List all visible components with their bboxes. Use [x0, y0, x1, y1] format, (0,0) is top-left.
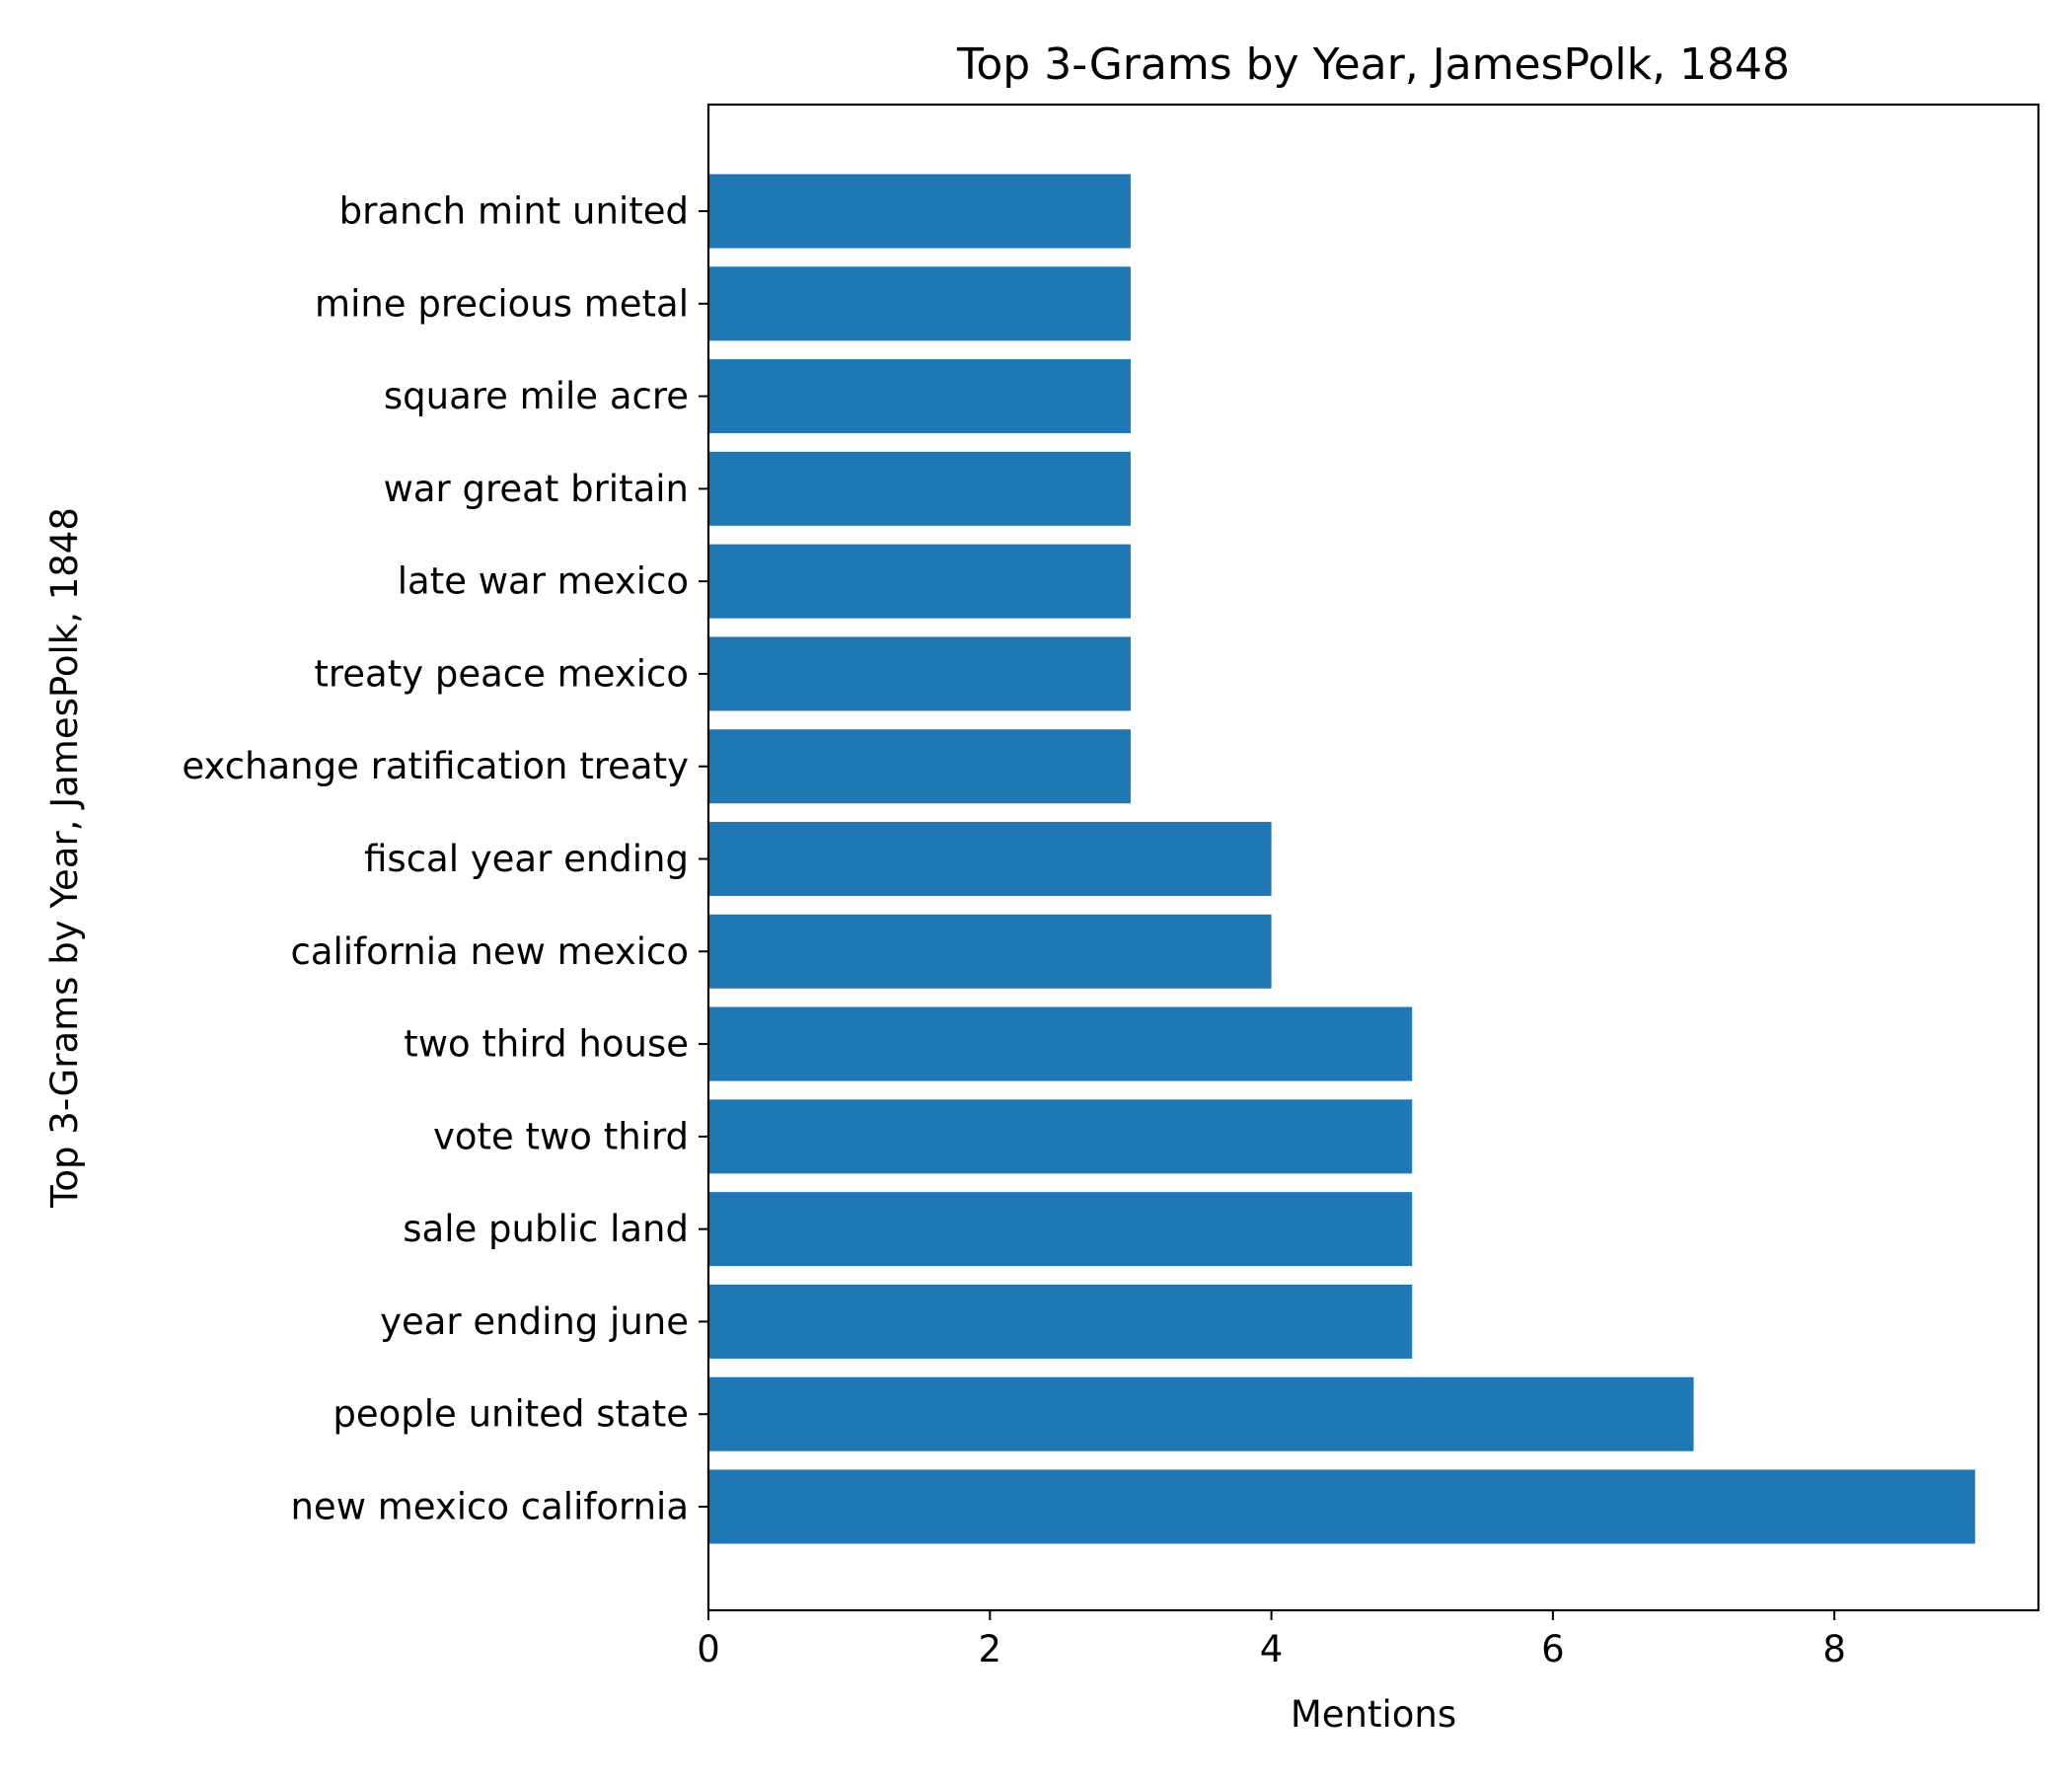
x-tick-label: 8: [1822, 1628, 1846, 1670]
bar: [708, 1284, 1413, 1359]
bar: [708, 1469, 1975, 1544]
bar: [708, 729, 1131, 804]
y-tick-label: two third house: [404, 1023, 689, 1066]
bar: [708, 1006, 1413, 1081]
bar: [708, 1376, 1694, 1451]
y-tick-label: square mile acre: [384, 375, 689, 417]
bar: [708, 451, 1131, 526]
y-tick-label: branch mint united: [339, 190, 689, 233]
bar: [708, 1192, 1413, 1267]
x-axis-ticks: 0 2 4 6 8: [697, 1610, 1846, 1670]
x-tick-label: 0: [697, 1628, 720, 1670]
y-tick-label: year ending june: [380, 1300, 689, 1343]
y-tick-label: new mexico california: [290, 1486, 689, 1528]
bar: [708, 636, 1131, 711]
bar: [708, 1099, 1413, 1174]
y-tick-label: vote two third: [433, 1115, 689, 1157]
bar: [708, 821, 1272, 897]
bars-layer: [708, 174, 1975, 1544]
y-tick-label: treaty peace mexico: [314, 652, 689, 695]
bar: [708, 266, 1131, 341]
y-tick-label: california new mexico: [290, 930, 689, 973]
x-tick-label: 6: [1541, 1628, 1565, 1670]
x-tick-label: 4: [1260, 1628, 1284, 1670]
y-axis-ticks: new mexico california people united state…: [182, 190, 708, 1528]
y-tick-label: people united state: [333, 1393, 689, 1436]
bar: [708, 174, 1131, 249]
y-tick-label: late war mexico: [398, 560, 689, 603]
x-tick-label: 2: [979, 1628, 1002, 1670]
bar: [708, 544, 1131, 619]
x-axis-label: Mentions: [1291, 1693, 1456, 1736]
plot-frame: [706, 103, 2040, 1612]
bar: [708, 359, 1131, 434]
y-tick-label: mine precious metal: [315, 282, 689, 325]
y-tick-label: exchange ratification treaty: [182, 745, 689, 787]
y-axis-label: Top 3-Grams by Year, JamesPolk, 1848: [43, 507, 86, 1209]
chart-title: Top 3-Grams by Year, JamesPolk, 1848: [956, 39, 1790, 90]
y-tick-label: sale public land: [403, 1208, 689, 1250]
bar: [708, 914, 1272, 989]
y-tick-label: war great britain: [384, 468, 689, 510]
y-tick-label: fiscal year ending: [364, 838, 689, 880]
